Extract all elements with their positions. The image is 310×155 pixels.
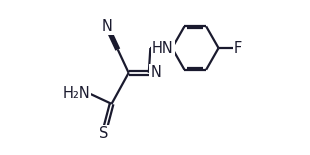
Text: N: N (150, 65, 161, 80)
Text: F: F (234, 41, 242, 55)
Text: S: S (99, 126, 108, 141)
Text: HN: HN (152, 41, 174, 55)
Text: H₂N: H₂N (62, 86, 90, 100)
Text: N: N (101, 19, 113, 34)
